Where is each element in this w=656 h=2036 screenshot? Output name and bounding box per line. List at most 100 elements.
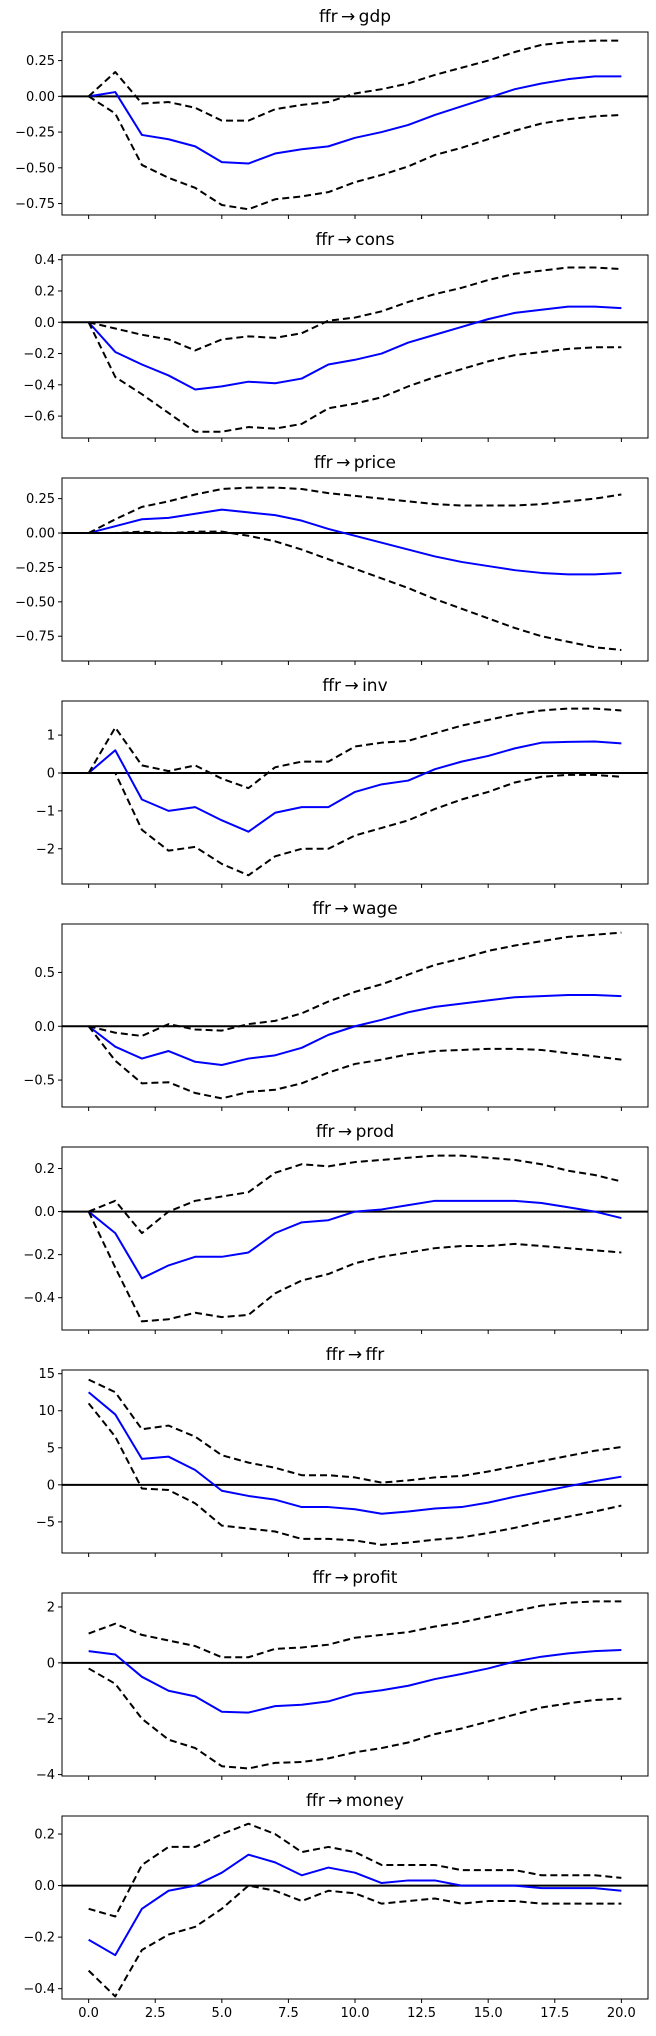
plot-frame (61, 1592, 649, 1777)
irf-line (87, 1391, 622, 1515)
y-tick-label: 15 (38, 1367, 55, 1382)
plot-frame (61, 1815, 649, 2000)
y-tick-label: −1 (36, 804, 55, 819)
subplot-title: ffr → ffr (326, 1345, 384, 1365)
irf-line (87, 305, 622, 391)
y-tick-label: 0.25 (26, 54, 55, 69)
lower-band-line (88, 771, 622, 877)
x-tick-label: 17.5 (540, 2006, 569, 2021)
x-tick-label: 15.0 (474, 2006, 503, 2021)
subplot-7: ffr → ffr −5 0 5 10 15 (36, 1345, 649, 1557)
upper-band-line (87, 39, 622, 122)
upper-band-line (88, 486, 622, 534)
y-tick-label: −0.25 (15, 126, 55, 141)
y-tick-label: −0.75 (15, 197, 55, 212)
subplot-title: ffr → wage (312, 899, 397, 919)
y-tick-label: 0 (47, 1656, 55, 1671)
y-tick-label: −2 (36, 1712, 55, 1727)
series-group (62, 1822, 648, 1998)
y-tick-label: 0.0 (34, 1020, 55, 1035)
y-tick-label: −0.50 (15, 161, 55, 176)
y-tick-label: −0.50 (15, 595, 55, 610)
subplot-title: ffr → prod (316, 1122, 394, 1142)
y-tick-label: −4 (36, 1768, 55, 1783)
lower-band-line (88, 530, 622, 651)
y-tick-label: 0 (47, 766, 55, 781)
y-tick-label: 0.25 (26, 492, 55, 507)
y-tick-label: 0.5 (34, 966, 55, 981)
y-tick-label: 0 (47, 1478, 55, 1493)
y-tick-label: −0.25 (15, 561, 55, 576)
irf-line (88, 1649, 622, 1714)
lower-band-line (88, 95, 622, 211)
upper-band-line (88, 1600, 622, 1659)
y-tick-label: −0.5 (23, 1074, 55, 1089)
y-tick-label: 0.0 (34, 1879, 55, 1894)
series-group (62, 39, 648, 211)
x-tick-label: 20.0 (607, 2006, 636, 2021)
irf-line (88, 75, 622, 165)
plot-frame (61, 1369, 649, 1554)
irf-line (88, 1853, 622, 1957)
irf-line (88, 508, 622, 576)
y-tick-label: −0.75 (15, 630, 55, 645)
series-group (62, 931, 648, 1100)
y-tick-label: 1 (47, 729, 55, 744)
series-group (62, 266, 648, 433)
x-tick-label: 5.0 (211, 2006, 232, 2021)
x-tick-label: 10.0 (341, 2006, 370, 2021)
plot-frame (61, 923, 649, 1108)
upper-band-line (88, 1822, 622, 1918)
plot-frame (61, 700, 649, 885)
subplot-title: ffr → cons (315, 230, 394, 250)
y-tick-label: 0.0 (34, 316, 55, 331)
series-group (62, 1600, 648, 1770)
lower-band-line (87, 1025, 622, 1100)
y-tick-label: 0.00 (26, 527, 55, 542)
plot-frame (61, 254, 649, 439)
series-group (62, 1154, 648, 1323)
y-tick-label: −2 (36, 842, 55, 857)
lower-band-line (87, 1884, 622, 1998)
plot-frame (61, 31, 649, 216)
y-tick-label: −0.2 (23, 347, 55, 362)
subplot-3: ffr → price −0.75 −0.50 −0.25 0.00 0.25 (15, 453, 649, 665)
y-tick-label: −0.2 (23, 1248, 55, 1263)
series-group (62, 1378, 648, 1546)
upper-band-line (88, 1154, 622, 1235)
subplot-2: ffr → cons −0.6 −0.4 −0.2 0.0 0.2 0.4 (23, 230, 649, 442)
upper-band-line (88, 931, 622, 1037)
y-tick-label: −5 (36, 1515, 55, 1530)
irf-line (88, 994, 622, 1067)
series-group (62, 486, 648, 651)
lower-band-line (87, 1402, 622, 1546)
subplot-8: ffr → profit −4 −2 0 2 (36, 1568, 649, 1783)
subplot-title: ffr → gdp (319, 7, 391, 27)
plot-frame (61, 477, 649, 662)
y-tick-label: 0.2 (34, 1162, 55, 1177)
upper-band-line (88, 266, 622, 352)
x-tick-label: 7.5 (278, 2006, 299, 2021)
irf-line (87, 740, 622, 833)
subplot-5: ffr → wage −0.5 0.0 0.5 (23, 899, 649, 1111)
y-tick-label: 0.4 (34, 253, 55, 268)
y-tick-label: 2 (47, 1600, 55, 1615)
y-tick-label: −0.4 (23, 1982, 55, 1997)
lower-band-line (88, 1667, 622, 1770)
y-tick-label: 0.0 (34, 1205, 55, 1220)
subplot-1: ffr → gdp −0.75 −0.50 −0.25 0.00 0.25 (15, 7, 649, 219)
subplot-4: ffr → inv −2 −1 0 1 (36, 676, 649, 888)
upper-band-line (87, 707, 622, 790)
lower-band-line (87, 1211, 622, 1323)
plot-frame (61, 1146, 649, 1331)
y-tick-label: −0.4 (23, 378, 55, 393)
series-group (62, 707, 648, 877)
subplot-title: ffr → inv (322, 676, 387, 696)
y-tick-label: 0.2 (34, 284, 55, 299)
y-tick-label: −0.4 (23, 1291, 55, 1306)
subplot-title: ffr → money (306, 1791, 404, 1811)
y-tick-label: −0.2 (23, 1931, 55, 1946)
subplot-title: ffr → profit (313, 1568, 398, 1588)
lower-band-line (87, 321, 622, 433)
